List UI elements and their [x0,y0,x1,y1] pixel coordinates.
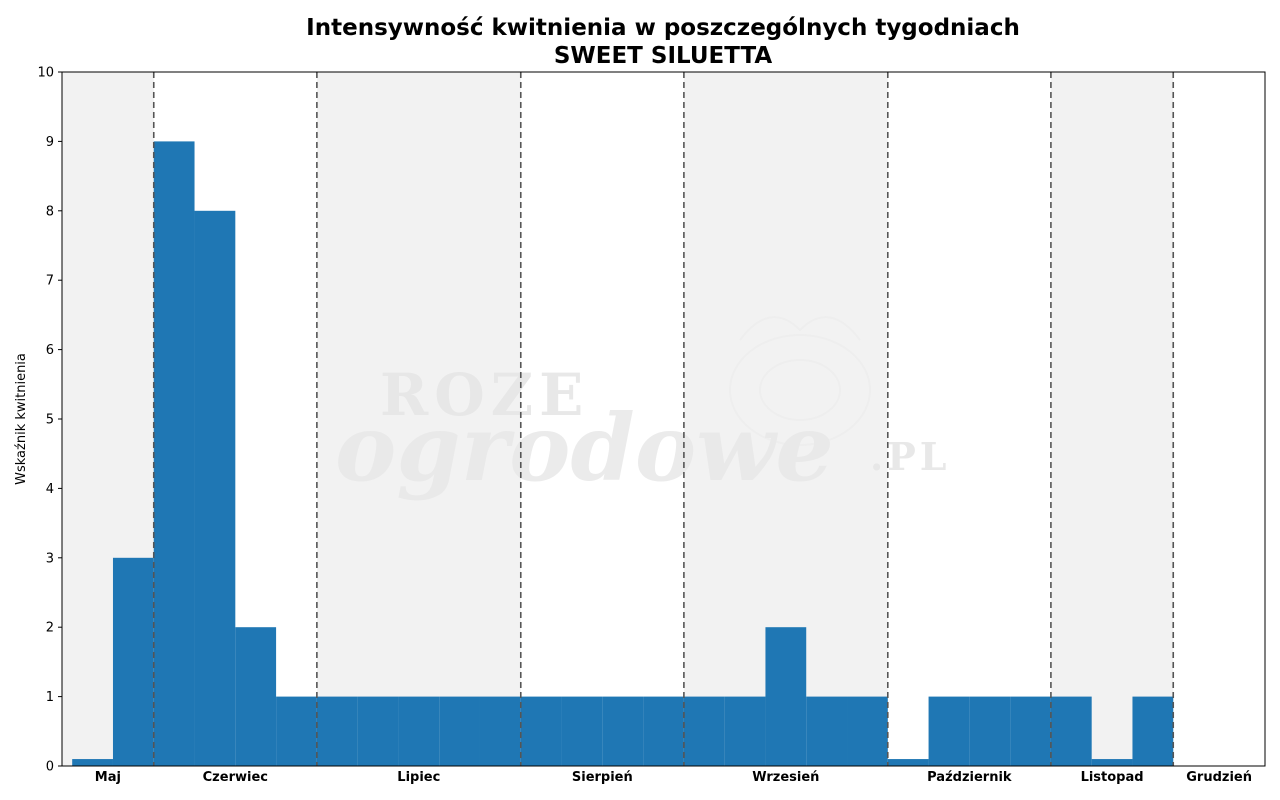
month-separators [152,72,1175,766]
chart-title: Intensywność kwitnienia w poszczególnych… [306,15,1020,41]
bar-week-18 [765,627,807,766]
y-tick-label-5: 5 [46,413,54,428]
bar-week-14 [602,696,644,766]
month-label-6: Listopad [1081,770,1144,785]
chart-subtitle: SWEET SILUETTA [554,43,773,69]
y-tick-label-4: 4 [46,482,54,497]
bar-week-23 [969,696,1011,766]
bar-week-7 [316,696,358,766]
y-axis-label: Wskaźnik kwitnienia [14,353,29,485]
month-label-3: Sierpień [572,770,633,785]
bar-week-6 [276,696,317,766]
y-tick-label-9: 9 [46,135,54,150]
month-band-6 [1050,72,1174,766]
bar-week-19 [806,696,848,766]
bar-week-10 [439,696,480,766]
bar-week-27 [1132,696,1174,766]
bar-week-17 [724,696,766,766]
bar-week-11 [479,696,521,766]
month-label-7: Grudzień [1186,770,1252,785]
watermark-text-roze: ROZE [380,361,589,429]
bar-week-20 [847,696,888,766]
x-axis-month-labels: Maj Czerwiec Lipiec Sierpień Wrzesień Paździe… [95,770,1252,785]
bar-week-12 [520,696,562,766]
y-tick-label-8: 8 [46,204,54,219]
month-label-4: Wrzesień [752,770,819,785]
y-tick-label-6: 6 [46,343,54,358]
month-bands [62,72,1174,766]
bar-week-13 [561,696,603,766]
bar-week-2 [112,557,154,766]
bar-week-9 [398,696,440,766]
y-tick-label-7: 7 [46,274,54,289]
bar-week-24 [1010,696,1051,766]
bar-week-22 [928,696,970,766]
bar-week-25 [1050,696,1092,766]
bar-week-21 [887,759,929,766]
y-tick-label-0: 0 [46,760,54,775]
y-tick-label-2: 2 [46,621,54,636]
bar-week-26 [1091,759,1133,766]
bar-week-8 [357,696,399,766]
y-tick-label-3: 3 [46,551,54,566]
bars [72,141,1174,767]
bar-week-16 [683,696,725,766]
y-tick-label-1: 1 [46,690,54,705]
month-label-5: Październik [927,770,1012,785]
watermark-logo: ROZE ogrodowe .PL [335,316,951,502]
bar-week-1 [72,759,113,766]
bar-week-5 [235,627,277,766]
bar-week-4 [194,210,236,767]
bar-week-15 [643,696,684,766]
month-label-1: Czerwiec [203,770,268,785]
watermark-text-ogrodowe: ogrodowe [335,394,834,502]
month-label-2: Lipiec [397,770,440,785]
month-band-2 [316,72,521,766]
month-label-0: Maj [95,770,121,785]
watermark-text-pl: .PL [870,434,951,479]
y-tick-label-10: 10 [37,66,54,81]
y-axis: 0 1 2 3 4 5 6 7 8 9 10 [37,66,62,775]
bar-week-3 [153,141,195,766]
